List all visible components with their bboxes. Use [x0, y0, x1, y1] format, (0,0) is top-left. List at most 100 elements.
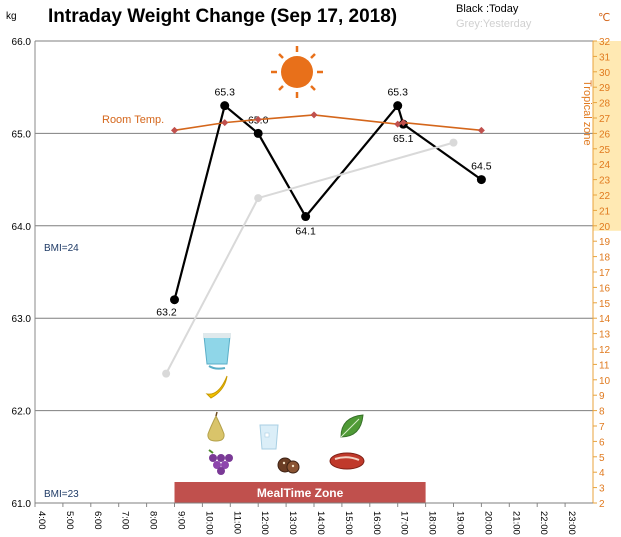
x-tick-label: 7:00	[120, 511, 131, 530]
y2-tick-label: 26	[599, 129, 611, 140]
x-tick-label: 23:00	[566, 511, 577, 535]
y-tick-label: 65.0	[12, 129, 32, 140]
y-unit-label: kg	[6, 11, 17, 22]
yesterday-point	[449, 138, 458, 147]
x-tick-label: 14:00	[315, 511, 326, 535]
y2-tick-label: 22	[599, 191, 611, 202]
room-temp-label: Room Temp.	[102, 114, 164, 126]
x-tick-label: 22:00	[538, 511, 549, 535]
y2-unit-label: ℃	[598, 12, 610, 24]
bmi-lower-label: BMI=23	[44, 489, 79, 500]
room-temp-point	[221, 119, 229, 127]
x-tick-label: 6:00	[92, 511, 103, 530]
tropical-zone-label: Tropical zone	[581, 80, 593, 146]
yesterday-point	[162, 369, 171, 378]
data-label: 63.2	[156, 307, 177, 319]
y-axis-ticks: 66.0 65.0 64.0 63.0 62.0 61.0	[12, 37, 32, 510]
today-point	[220, 101, 230, 111]
y-tick-label: 61.0	[12, 499, 32, 510]
banana-icon	[205, 375, 228, 399]
y2-tick-label: 20	[599, 222, 611, 233]
room-temp-point	[394, 120, 402, 128]
x-tick-label: 10:00	[203, 511, 214, 535]
grapes-icon	[208, 449, 233, 475]
leaf-icon	[340, 414, 364, 438]
y2-tick-label: 24	[599, 160, 611, 171]
x-tick-label: 4:00	[36, 511, 47, 530]
bmi-upper-label: BMI=24	[44, 243, 79, 254]
x-tick-label: 11:00	[231, 511, 242, 534]
y2-tick-label: 7	[599, 422, 605, 433]
y-tick-label: 63.0	[12, 314, 32, 325]
series-layer: 63.265.365.064.165.365.164.5	[156, 87, 492, 378]
y2-tick-label: 21	[599, 206, 611, 217]
today-point	[170, 295, 179, 305]
today-point	[393, 101, 403, 111]
x-tick-label: 18:00	[427, 511, 438, 535]
today-point	[301, 212, 311, 222]
yogurt-cup-icon	[203, 333, 231, 370]
data-label: 64.1	[295, 226, 316, 238]
room-temp-point	[310, 111, 318, 119]
y2-axis-ticks: 3231302928272625242322212019181716151413…	[593, 37, 611, 510]
y2-tick-label: 31	[599, 52, 611, 63]
tropical-zone-band	[593, 41, 621, 231]
y-tick-label: 62.0	[12, 407, 32, 418]
room-temp-series-line	[174, 114, 482, 132]
x-tick-label: 15:00	[343, 511, 354, 535]
y2-tick-label: 17	[599, 268, 611, 279]
y2-tick-label: 8	[599, 407, 605, 418]
data-label: 65.3	[387, 87, 408, 99]
y2-tick-label: 15	[599, 299, 611, 310]
legend-today: Black :Today	[456, 3, 519, 15]
cookies-icon	[277, 457, 300, 474]
x-tick-label: 21:00	[510, 511, 521, 535]
y2-tick-label: 5	[599, 453, 605, 464]
room-temp-point	[477, 126, 485, 134]
y-tick-label: 66.0	[12, 37, 32, 48]
water-glass-icon	[259, 424, 279, 450]
x-tick-label: 9:00	[176, 511, 187, 530]
data-label: 65.3	[215, 87, 236, 99]
y2-tick-label: 4	[599, 468, 605, 479]
y2-tick-label: 12	[599, 345, 611, 356]
y2-tick-label: 28	[599, 99, 611, 110]
grid-lines	[35, 40, 593, 504]
y2-tick-label: 16	[599, 283, 611, 294]
data-label: 65.1	[393, 133, 414, 145]
y2-tick-label: 19	[599, 237, 611, 248]
chart-title: Intraday Weight Change (Sep 17, 2018)	[48, 6, 397, 27]
sun-icon	[271, 46, 323, 98]
y2-tick-label: 3	[599, 484, 605, 495]
y2-tick-label: 18	[599, 253, 611, 264]
y2-tick-label: 30	[599, 68, 611, 79]
x-tick-label: 5:00	[64, 511, 75, 530]
x-tick-label: 13:00	[287, 511, 298, 535]
y2-tick-label: 11	[599, 360, 610, 371]
y-tick-label: 64.0	[12, 222, 32, 233]
y2-tick-label: 2	[599, 499, 605, 510]
room-temp-point	[399, 119, 407, 127]
y2-tick-label: 32	[599, 37, 611, 48]
y2-tick-label: 23	[599, 176, 611, 187]
legend-yesterday: Grey:Yesterday	[456, 18, 532, 30]
yesterday-point	[254, 194, 263, 203]
y2-tick-label: 27	[599, 114, 611, 125]
mealtime-zone-bar	[174, 482, 426, 503]
data-label: 64.5	[471, 161, 492, 173]
y2-tick-label: 6	[599, 437, 605, 448]
x-tick-label: 12:00	[259, 511, 270, 535]
steak-icon	[329, 452, 365, 470]
x-tick-label: 16:00	[371, 511, 382, 535]
x-tick-label: 19:00	[455, 511, 466, 535]
y2-tick-label: 14	[599, 314, 611, 325]
y2-tick-label: 25	[599, 145, 611, 156]
room-temp-point	[254, 116, 262, 124]
y2-tick-label: 29	[599, 83, 611, 94]
room-temp-point	[171, 126, 178, 134]
x-tick-label: 8:00	[148, 511, 159, 530]
x-axis-ticks: 4:00 5:00 6:00 7:00 8:00 9:00 10:00 11:00 12:00 1…	[34, 502, 593, 535]
x-tick-label: 20:00	[482, 511, 493, 535]
y2-tick-label: 9	[599, 391, 605, 402]
